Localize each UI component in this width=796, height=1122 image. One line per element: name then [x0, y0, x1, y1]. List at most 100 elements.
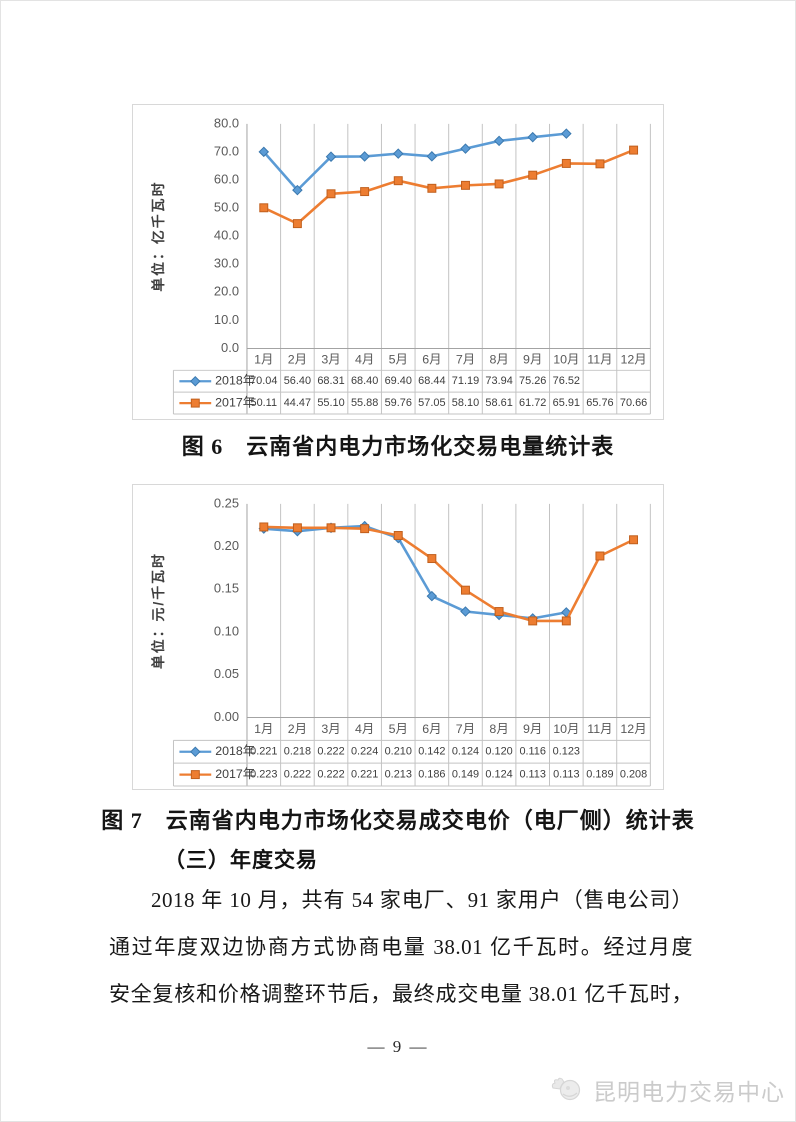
series-marker-2017年 [595, 551, 605, 561]
month-label: 7月 [456, 722, 475, 736]
figure6-chart: 80.0 70.0 60.0 50.0 40.0 30.0 20.0 10.0 0.0 1月 2月 3… [132, 104, 664, 420]
month-label: 4月 [355, 353, 374, 367]
month-label: 11月 [587, 353, 612, 367]
y-tick-label: 30.0 [214, 256, 239, 271]
table-cell-value: 0.124 [485, 768, 512, 780]
table-cell-value: 0.208 [620, 768, 647, 780]
series-marker-2017年 [326, 523, 336, 533]
month-label: 11月 [587, 722, 612, 736]
y-axis-title: 单位：亿千瓦时 [150, 181, 166, 292]
month-label: 8月 [489, 353, 508, 367]
body-paragraph: 2018 年 10 月，共有 54 家电厂、91 家用户（售电公司） 通过年度双… [109, 877, 693, 1018]
series-marker-2018年 [359, 151, 370, 162]
series-marker-2017年 [259, 203, 269, 213]
series-marker-2017年 [292, 219, 302, 229]
series-marker-2018年 [493, 135, 505, 147]
legend-key-marker [190, 398, 200, 408]
y-tick-label: 80.0 [214, 115, 239, 130]
y-tick-label: 40.0 [214, 228, 239, 243]
month-label: 10月 [553, 722, 579, 736]
month-label: 10月 [553, 353, 579, 367]
table-cell-value: 70.04 [250, 375, 277, 387]
table-cell-value: 58.61 [485, 397, 512, 409]
table-cell-value: 0.113 [553, 768, 579, 780]
month-label: 2月 [288, 722, 307, 736]
y-tick-label: 10.0 [214, 312, 239, 327]
y-axis-title: 单位：元/千瓦时 [150, 552, 166, 669]
month-label: 6月 [422, 722, 441, 736]
month-label: 1月 [254, 353, 273, 367]
y-tick-label: 0.10 [214, 623, 239, 638]
month-label: 1月 [254, 722, 273, 736]
y-tick-label: 0.15 [214, 581, 239, 596]
page-number: — 9 — [367, 1037, 429, 1056]
table-cell-value: 0.222 [317, 746, 344, 758]
month-label: 2月 [288, 353, 307, 367]
kunming-exchange-logo-icon [551, 1077, 581, 1101]
paragraph-line: 安全复核和价格调整环节后，最终成交电量 38.01 亿千瓦时， [109, 982, 693, 1006]
series-marker-2017年 [427, 554, 437, 564]
series-marker-2017年 [259, 522, 269, 532]
footer-brand-text: 昆明电力交易中心 [593, 1079, 785, 1105]
figure7-caption: 图 7 云南省内电力市场化交易成交电价（电厂侧）统计表 [101, 808, 695, 833]
table-cell-value: 0.218 [284, 746, 311, 758]
table-cell-value: 68.44 [418, 375, 445, 387]
series-marker-2018年 [460, 143, 471, 154]
series-marker-2017年 [427, 183, 437, 193]
table-cell-value: 73.94 [485, 375, 512, 387]
table-cell-value: 44.47 [284, 397, 311, 409]
table-cell-value: 0.142 [418, 746, 445, 758]
table-cell-value: 0.124 [452, 746, 479, 758]
table-cell-value: 0.123 [553, 746, 580, 758]
series-marker-2017年 [393, 176, 403, 186]
series-marker-2018年 [392, 148, 404, 159]
figure6-caption: 图 6 云南省内电力市场化交易电量统计表 [181, 434, 615, 459]
series-marker-2018年 [292, 184, 303, 196]
month-label: 3月 [321, 722, 340, 736]
table-cell-value: 55.88 [351, 397, 378, 409]
series-marker-2017年 [461, 585, 470, 595]
table-cell-value: 58.10 [452, 397, 479, 409]
series-marker-2018年 [325, 151, 337, 162]
table-cell-value: 0.120 [485, 746, 512, 758]
table-cell-value: 50.11 [251, 397, 278, 409]
month-label: 8月 [489, 722, 508, 736]
series-marker-2018年 [426, 590, 438, 602]
table-cell-value: 65.91 [553, 397, 580, 409]
legend-label: 2018年 [215, 374, 255, 388]
series-line-2017年 [263, 525, 635, 623]
series-marker-2017年 [360, 187, 370, 197]
table-cell-value: 56.40 [284, 375, 311, 387]
series-marker-2017年 [461, 180, 470, 190]
table-cell-value: 68.31 [317, 375, 344, 387]
section-heading: （三）年度交易 [164, 848, 318, 872]
table-cell-value: 0.222 [284, 768, 311, 780]
y-tick-label: 50.0 [214, 199, 239, 214]
series-marker-2017年 [629, 535, 639, 545]
table-cell-value: 0.213 [385, 768, 412, 780]
table-cell-value: 0.210 [385, 746, 412, 758]
table-cell-value: 0.221 [250, 746, 277, 758]
series-marker-2017年 [360, 524, 370, 534]
table-cell-value: 71.19 [452, 375, 479, 387]
figure6-line-chart: 80.0 70.0 60.0 50.0 40.0 30.0 20.0 10.0 0.0 1月 2月 3… [150, 115, 651, 415]
month-label: 12月 [620, 722, 646, 736]
table-cell-value: 65.76 [586, 397, 613, 409]
series-marker-2017年 [561, 158, 571, 168]
table-cell-value: 0.149 [452, 768, 479, 780]
month-label: 9月 [523, 353, 542, 367]
table-cell-value: 59.76 [385, 397, 412, 409]
y-tick-label: 0.05 [214, 666, 239, 681]
table-cell-value: 0.189 [586, 768, 613, 780]
table-cell-value: 0.224 [351, 746, 378, 758]
y-tick-label: 20.0 [214, 284, 239, 299]
series-marker-2017年 [528, 170, 538, 180]
series-marker-2018年 [258, 146, 270, 158]
table-cell-value: 55.10 [317, 397, 344, 409]
series-marker-2017年 [528, 616, 538, 626]
paragraph-line: 2018 年 10 月，共有 54 家电厂、91 家用户（售电公司） [151, 888, 693, 912]
table-cell-value: 0.222 [317, 768, 344, 780]
y-tick-label: 70.0 [214, 143, 239, 158]
month-label: 5月 [389, 353, 408, 367]
